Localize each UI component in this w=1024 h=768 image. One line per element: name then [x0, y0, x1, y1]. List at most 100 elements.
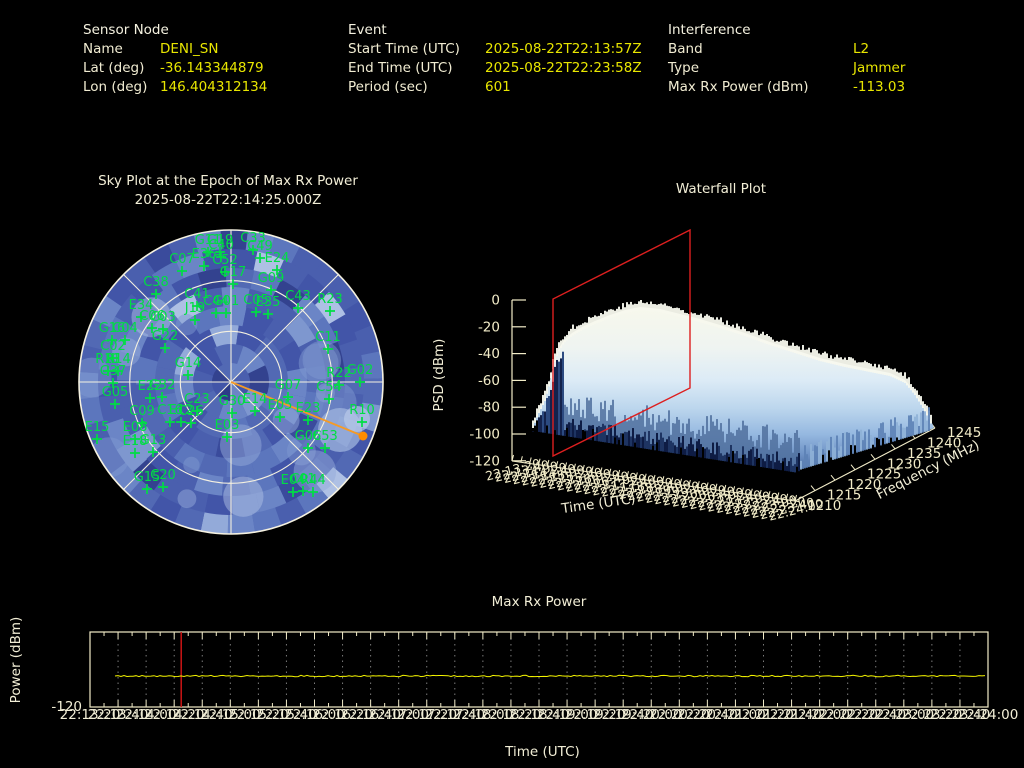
satellite-label-C43: C43 [285, 289, 311, 304]
svg-text:22:15:40: 22:15:40 [256, 707, 317, 723]
sensor-lat-value: -36.143344879 [160, 60, 264, 76]
interference-band-value: L2 [853, 41, 870, 57]
satellite-marker-E22 [145, 393, 155, 403]
satellite-label-E12: E12 [169, 403, 194, 418]
event-end-value: 2025-08-22T22:23:58Z [485, 60, 642, 76]
jammer-position-dot [358, 431, 368, 441]
satellite-label-C53: C53 [312, 429, 338, 444]
svg-text:1230: 1230 [887, 456, 921, 472]
svg-text:22:16:20: 22:16:20 [312, 707, 373, 723]
timeseries-title: Max Rx Power [491, 594, 587, 610]
svg-text:1215: 1215 [827, 488, 861, 504]
satellite-marker-E03 [222, 432, 232, 442]
svg-text:22:17:00: 22:17:00 [368, 707, 429, 723]
satellite-marker-E18 [130, 448, 140, 458]
satellite-label-G37: G37 [100, 364, 127, 379]
satellite-marker-G32 [157, 392, 167, 402]
satellite-marker-G22 [160, 343, 170, 353]
satellite-label-G07: G07 [275, 378, 302, 393]
svg-text:1240: 1240 [927, 435, 961, 451]
sky-plot-epoch: 2025-08-22T22:14:25.000Z [134, 192, 322, 208]
sensor-node-title: Sensor Node [83, 22, 169, 38]
sensor-lon-label: Lon (deg) [83, 79, 148, 95]
svg-text:22:16:00: 22:16:00 [284, 707, 345, 723]
satellite-label-E03: E03 [215, 418, 240, 433]
event-title: Event [348, 22, 387, 38]
timeseries-x-axis-label: Time (UTC) [505, 744, 580, 760]
satellite-label-C06: C06 [139, 309, 165, 324]
satellite-marker-C02 [108, 353, 118, 363]
satellite-label-C54: C54 [316, 380, 342, 395]
svg-text:22:21:40: 22:21:40 [761, 707, 822, 723]
satellite-label-G09: G09 [258, 271, 285, 286]
satellite-label-E04: E04 [281, 473, 306, 488]
satellite-marker-E23 [303, 415, 313, 425]
satellite-label-C49: C49 [247, 239, 273, 254]
waterfall-plot-area: 0-20-40-60-80-100-12022:13:2022:13:4022:… [469, 228, 981, 524]
satellite-label-C02: C02 [100, 339, 126, 354]
satellite-label-C20: C20 [150, 468, 176, 483]
svg-text:22:17:40: 22:17:40 [424, 707, 485, 723]
satellite-label-C04: C04 [112, 321, 138, 336]
satellite-label-E15: E15 [85, 420, 110, 435]
satellite-marker-C49 [255, 253, 265, 263]
event-start-label: Start Time (UTC) [348, 41, 460, 57]
satellite-label-R14: R14 [105, 352, 131, 367]
satellite-label-C41: C41 [184, 287, 210, 302]
satellite-marker-E36 [199, 261, 209, 271]
satellite-label-C44: C44 [203, 294, 229, 309]
timeseries-plot-area: 22:13:2022:13:4022:14:0022:14:2022:14:40… [60, 631, 1018, 723]
satellite-label-R10: R10 [349, 403, 375, 418]
sensor-name-label: Name [83, 41, 123, 57]
satellite-label-C16: C16 [157, 403, 183, 418]
sensor-name-value: DENI_SN [160, 41, 219, 57]
satellite-label-G02: G02 [347, 363, 374, 378]
svg-text:1225: 1225 [867, 467, 901, 483]
svg-text:0: 0 [491, 293, 500, 309]
satellite-marker-R23 [325, 306, 335, 316]
satellite-label-E14: E14 [243, 392, 268, 407]
satellite-marker-J19 [190, 315, 200, 325]
svg-text:-100: -100 [469, 427, 500, 443]
interference-power-value: -113.03 [853, 79, 906, 95]
satellite-label-G14: G14 [175, 356, 202, 371]
timeseries-y-tick--120: -120 [51, 699, 82, 715]
svg-text:22:15:00: 22:15:00 [200, 707, 261, 723]
satellite-label-R44: R44 [300, 473, 326, 488]
interference-panel: Interference Band L2 Type Jammer Max Rx Po… [668, 21, 905, 97]
satellite-label-E36: E36 [192, 247, 217, 262]
interference-type-label: Type [668, 60, 700, 76]
satellite-marker-G16 [107, 335, 117, 345]
satellite-label-G11: G11 [195, 233, 222, 248]
satellite-marker-G02 [355, 377, 365, 387]
satellite-marker-C33 [248, 245, 258, 255]
satellite-marker-E08 [130, 434, 140, 444]
satellite-marker-R11 [103, 366, 113, 376]
satellite-label-R11: R11 [95, 352, 121, 367]
satellite-label-G05: G05 [102, 385, 129, 400]
satellite-marker-E35 [263, 309, 273, 319]
satellite-marker-E15 [92, 434, 102, 444]
interference-band-label: Band [668, 41, 703, 57]
satellite-label-C40: C40 [208, 238, 234, 253]
svg-text:22:18:00: 22:18:00 [453, 707, 514, 723]
satellite-marker-C20 [158, 482, 168, 492]
svg-text:22:22:20: 22:22:20 [817, 707, 878, 723]
satellite-label-J19: J19 [184, 301, 205, 316]
satellite-marker-C06 [147, 323, 157, 333]
satellite-label-C52: C52 [212, 253, 238, 268]
svg-text:22:13:20: 22:13:20 [60, 707, 121, 723]
sensor-lon-value: 146.404312134 [160, 79, 268, 95]
svg-text:22:13:40: 22:13:40 [88, 707, 149, 723]
satellite-marker-C40 [216, 252, 226, 262]
satellite-label-C11: C11 [315, 330, 341, 345]
satellite-marker-C09 [137, 418, 147, 428]
svg-text:22:21:20: 22:21:20 [733, 707, 794, 723]
satellite-marker-C04 [120, 335, 130, 345]
satellite-label-G06: G06 [295, 429, 322, 444]
svg-text:-60: -60 [478, 373, 500, 389]
interference-type-value: Jammer [853, 60, 906, 76]
svg-text:22:19:40: 22:19:40 [593, 707, 654, 723]
